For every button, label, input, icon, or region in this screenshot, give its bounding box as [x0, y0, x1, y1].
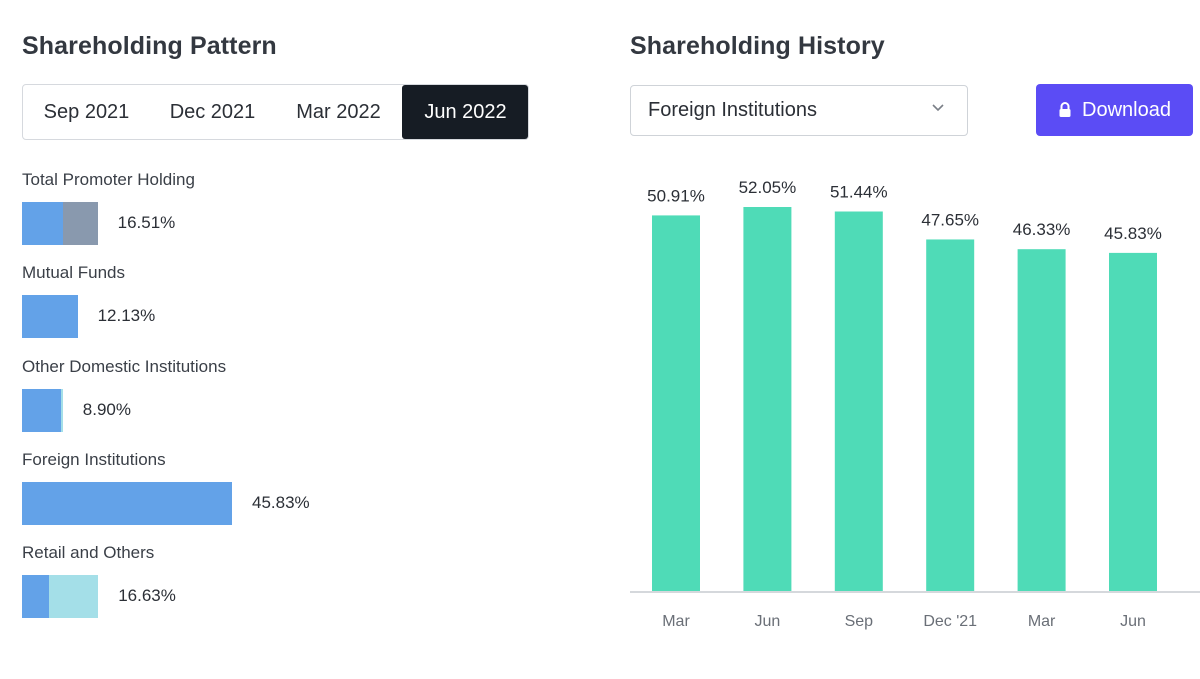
- bar-value-label: 46.33%: [1013, 220, 1071, 239]
- holding-bar-segment: [63, 202, 98, 245]
- chart-bar: [1109, 252, 1157, 591]
- x-tick-label: Jun: [1120, 613, 1146, 630]
- tab-sep-2021[interactable]: Sep 2021: [43, 100, 130, 123]
- chart-bar: [652, 215, 700, 591]
- holding-bar-segment: [48, 575, 99, 619]
- tab-dec-2021[interactable]: Dec 2021: [169, 100, 256, 123]
- x-tick-label: Jun: [755, 613, 781, 630]
- lock-icon: [1059, 102, 1071, 117]
- x-tick-label: Mar: [662, 613, 690, 630]
- holding-value: 16.51%: [117, 213, 176, 232]
- period-tabs: Sep 2021 Dec 2021 Mar 2022 Jun 2022: [22, 84, 529, 140]
- x-tick-label: Sep: [845, 613, 874, 630]
- chart-bar: [743, 207, 792, 591]
- tab-mar-2022[interactable]: Mar 2022: [296, 100, 381, 123]
- holding-bar: [22, 295, 78, 339]
- holding-bar-segment: [60, 388, 63, 432]
- chevron-down-icon: [932, 104, 944, 112]
- chart-bar: [1017, 249, 1066, 591]
- holding-value: 8.90%: [82, 399, 131, 419]
- holding-label: Foreign Institutions: [22, 449, 166, 469]
- holding-bar-segment: [22, 202, 64, 245]
- bar-value-label: 45.83%: [1104, 224, 1162, 243]
- holding-label: Mutual Funds: [22, 263, 125, 283]
- bar-value-label: 51.44%: [830, 183, 888, 202]
- holding-value: 16.63%: [118, 586, 176, 606]
- dropdown-value: Foreign Institutions: [648, 99, 817, 121]
- chart-bar: [834, 211, 883, 591]
- holding-bar-segment: [22, 388, 61, 432]
- chart-bar: [926, 239, 975, 591]
- x-tick-label: Dec '21: [923, 613, 977, 630]
- holding-bar: [22, 481, 232, 525]
- shareholding-history-title: Shareholding History: [630, 32, 885, 60]
- holding-bar-segment: [22, 575, 49, 619]
- holding-bar-segment: [22, 295, 78, 339]
- holding-value: 45.83%: [252, 492, 310, 512]
- download-label: Download: [1082, 98, 1171, 121]
- holding-bar: [22, 388, 63, 432]
- holding-bar: [22, 575, 99, 619]
- holding-bar-segment: [22, 481, 232, 525]
- holding-value: 12.13%: [97, 306, 156, 326]
- holding-label: Other Domestic Institutions: [22, 356, 227, 376]
- holding-label: Retail and Others: [22, 543, 155, 563]
- bar-value-label: 50.91%: [647, 186, 705, 205]
- holding-label: Total Promoter Holding: [22, 170, 195, 189]
- holding-bar: [22, 202, 98, 245]
- tab-jun-2022[interactable]: Jun 2022: [402, 85, 528, 139]
- download-button[interactable]: Download: [1036, 84, 1193, 136]
- category-dropdown[interactable]: Foreign Institutions: [630, 85, 968, 136]
- bar-value-label: 47.65%: [921, 210, 979, 229]
- shareholding-pattern-title: Shareholding Pattern: [22, 32, 277, 60]
- shareholding-history-chart: 50.91% Mar 52.05% Jun 51.44% Sep 47.65% Dec '21…: [630, 178, 1200, 630]
- bar-value-label: 52.05%: [739, 178, 797, 197]
- x-tick-label: Mar: [1028, 613, 1056, 630]
